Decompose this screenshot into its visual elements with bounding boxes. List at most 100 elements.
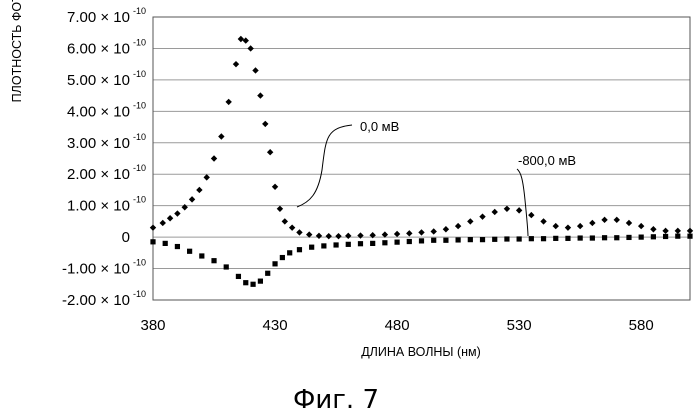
data-point-square bbox=[297, 247, 302, 252]
data-point-diamond bbox=[455, 223, 461, 229]
data-point-square bbox=[407, 239, 412, 244]
data-point-diamond bbox=[296, 229, 302, 235]
data-point-diamond bbox=[204, 174, 210, 180]
data-point-square bbox=[553, 236, 558, 241]
plot-frame bbox=[153, 17, 690, 300]
x-tick-label: 530 bbox=[507, 317, 532, 334]
data-point-square bbox=[602, 235, 607, 240]
data-point-square bbox=[651, 234, 656, 239]
data-point-square bbox=[321, 243, 326, 248]
annotation-layer: 0,0 мВ -800,0 мВ bbox=[297, 119, 576, 236]
y-tick-label: -1.00 × 10 bbox=[62, 261, 130, 278]
data-point-diamond bbox=[150, 224, 156, 230]
y-tick-label: 5.00 × 10 bbox=[67, 72, 130, 89]
y-tick-exponent: -10 bbox=[133, 132, 146, 142]
data-point-diamond bbox=[218, 133, 224, 139]
data-point-square bbox=[456, 237, 461, 242]
data-point-diamond bbox=[565, 224, 571, 230]
y-tick-label: 4.00 × 10 bbox=[67, 103, 130, 120]
data-point-square bbox=[504, 236, 509, 241]
data-point-diamond bbox=[540, 218, 546, 224]
data-point-diamond bbox=[326, 233, 332, 239]
data-point-diamond bbox=[247, 45, 253, 51]
annotation-label-0: 0,0 мВ bbox=[360, 119, 399, 134]
data-point-square bbox=[370, 241, 375, 246]
data-point-square bbox=[382, 240, 387, 245]
grid-layer bbox=[153, 17, 690, 300]
data-point-square bbox=[480, 237, 485, 242]
data-point-diamond bbox=[211, 155, 217, 161]
data-point-diamond bbox=[406, 230, 412, 236]
data-point-diamond bbox=[418, 229, 424, 235]
data-point-square bbox=[431, 238, 436, 243]
data-point-diamond bbox=[167, 215, 173, 221]
data-point-diamond bbox=[335, 233, 341, 239]
data-point-diamond bbox=[516, 207, 522, 213]
data-point-diamond bbox=[262, 121, 268, 127]
series-diamond bbox=[150, 36, 693, 240]
data-point-diamond bbox=[662, 228, 668, 234]
annotation-label-1: -800,0 мВ bbox=[518, 153, 576, 168]
figure-caption: Фиг. 7 bbox=[293, 385, 379, 415]
data-point-diamond bbox=[650, 226, 656, 232]
data-point-diamond bbox=[467, 218, 473, 224]
y-tick-exponent: -10 bbox=[133, 258, 146, 268]
data-point-diamond bbox=[394, 231, 400, 237]
data-point-diamond bbox=[316, 233, 322, 239]
data-point-square bbox=[150, 239, 155, 244]
data-point-diamond bbox=[289, 224, 295, 230]
y-tick-labels: 7.00 × 10-106.00 × 10-105.00 × 10-104.00… bbox=[62, 6, 146, 309]
data-point-diamond bbox=[233, 61, 239, 67]
data-point-square bbox=[211, 258, 216, 263]
data-point-diamond bbox=[687, 228, 693, 234]
data-point-diamond bbox=[345, 233, 351, 239]
data-point-square bbox=[199, 253, 204, 258]
data-point-diamond bbox=[553, 223, 559, 229]
y-tick-label: 0 bbox=[122, 229, 130, 246]
y-tick-label: 6.00 × 10 bbox=[67, 40, 130, 57]
data-point-square bbox=[265, 271, 270, 276]
data-point-diamond bbox=[196, 187, 202, 193]
data-point-square bbox=[287, 250, 292, 255]
data-point-square bbox=[529, 236, 534, 241]
y-tick-exponent: -10 bbox=[133, 69, 146, 79]
series-square bbox=[150, 234, 692, 287]
data-point-diamond bbox=[238, 36, 244, 42]
data-point-diamond bbox=[272, 184, 278, 190]
x-tick-label: 430 bbox=[263, 317, 288, 334]
data-point-square bbox=[394, 240, 399, 245]
data-point-diamond bbox=[225, 99, 231, 105]
y-tick-label: 2.00 × 10 bbox=[67, 166, 130, 183]
y-tick-exponent: -10 bbox=[133, 100, 146, 110]
data-point-square bbox=[309, 245, 314, 250]
series-layer bbox=[150, 36, 693, 287]
data-point-diamond bbox=[626, 220, 632, 226]
y-tick-exponent: -10 bbox=[133, 289, 146, 299]
data-point-square bbox=[614, 235, 619, 240]
data-point-square bbox=[346, 242, 351, 247]
data-point-diamond bbox=[357, 232, 363, 238]
data-point-diamond bbox=[601, 217, 607, 223]
data-point-square bbox=[280, 255, 285, 260]
data-point-diamond bbox=[443, 226, 449, 232]
data-point-diamond bbox=[277, 206, 283, 212]
data-point-diamond bbox=[638, 223, 644, 229]
data-point-diamond bbox=[431, 228, 437, 234]
data-point-square bbox=[258, 279, 263, 284]
annotation-leader-0 bbox=[297, 125, 352, 207]
y-tick-exponent: -10 bbox=[133, 37, 146, 47]
y-tick-label: 7.00 × 10 bbox=[67, 9, 130, 26]
data-point-diamond bbox=[479, 213, 485, 219]
y-tick-exponent: -10 bbox=[133, 195, 146, 205]
data-point-diamond bbox=[504, 206, 510, 212]
data-point-diamond bbox=[589, 220, 595, 226]
data-point-square bbox=[224, 264, 229, 269]
y-tick-label: 3.00 × 10 bbox=[67, 135, 130, 152]
data-point-square bbox=[443, 238, 448, 243]
data-point-diamond bbox=[614, 217, 620, 223]
data-point-diamond bbox=[267, 149, 273, 155]
y-tick-label: -2.00 × 10 bbox=[62, 292, 130, 309]
data-point-diamond bbox=[160, 220, 166, 226]
data-point-square bbox=[578, 235, 583, 240]
data-point-square bbox=[272, 261, 277, 266]
